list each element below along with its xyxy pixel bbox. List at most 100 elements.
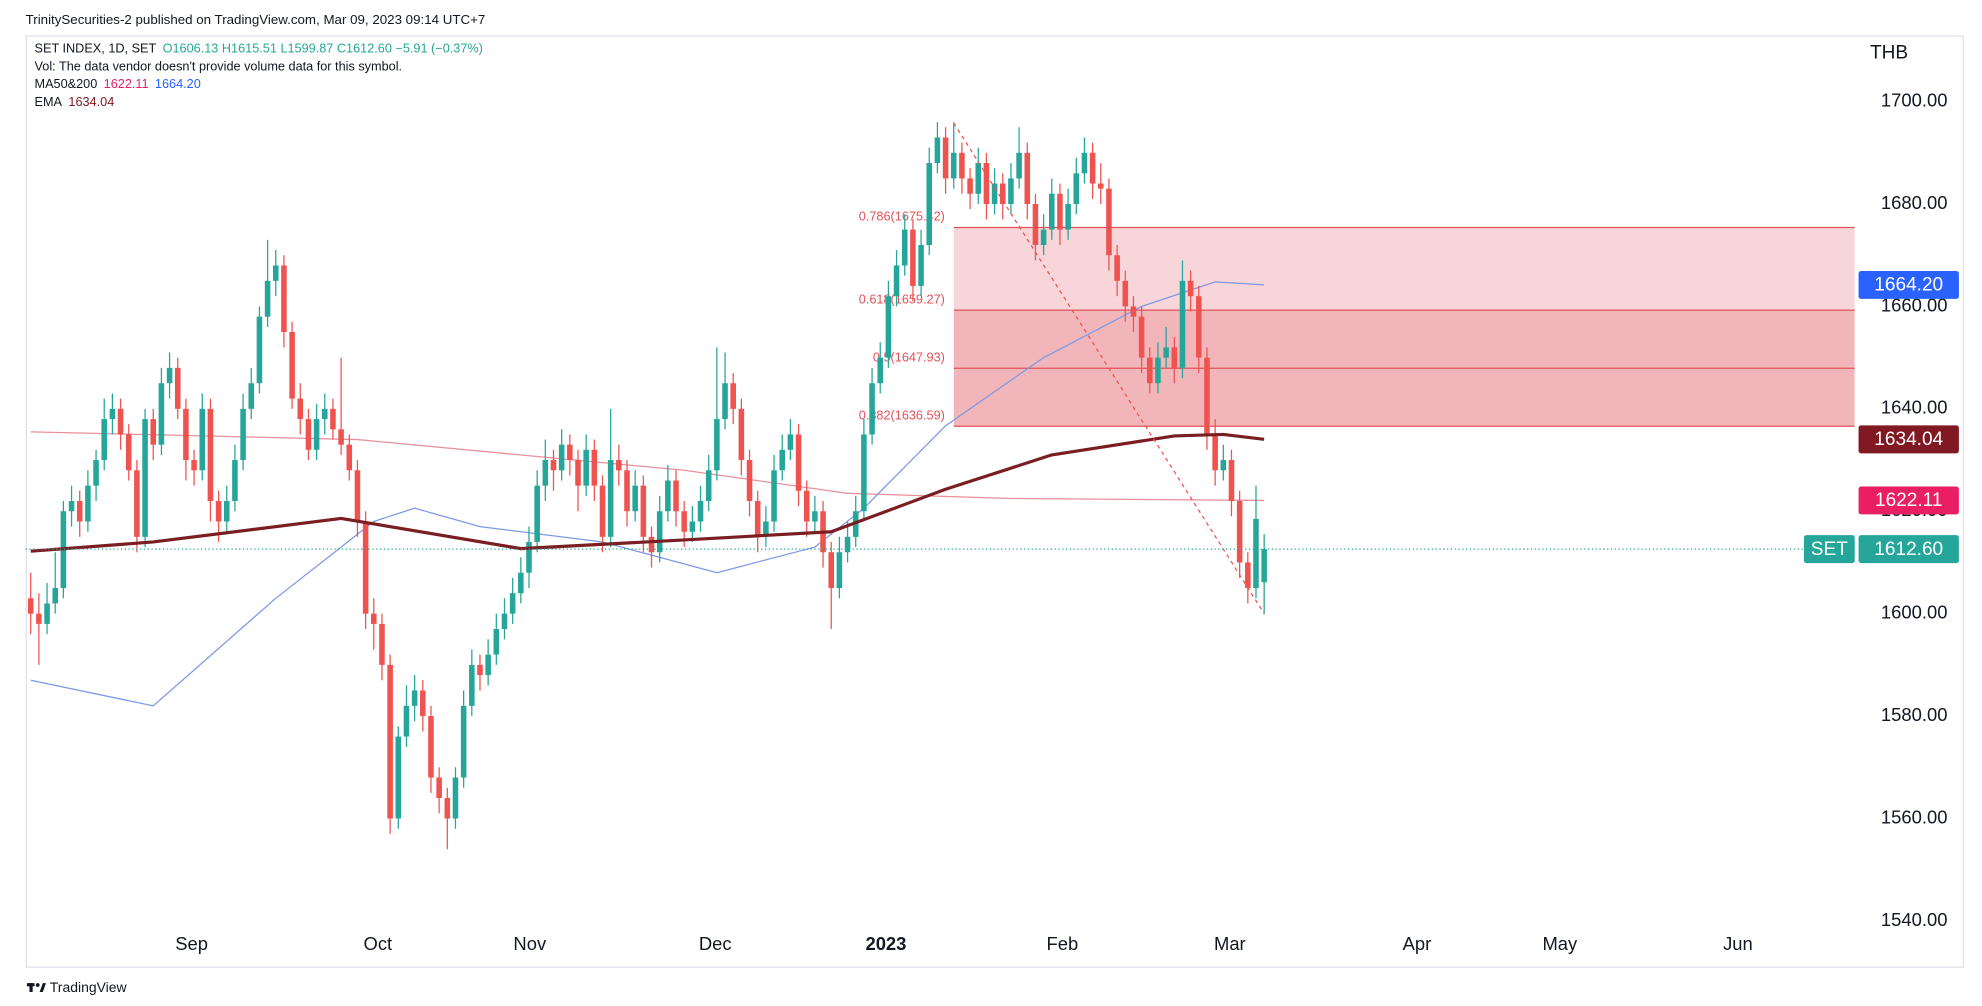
candle-body	[1130, 306, 1137, 317]
candle-body	[469, 664, 475, 706]
y-tick-label: 1700.00	[1881, 89, 1948, 110]
legend-symbol-name: SET INDEX, 1D, SET	[35, 42, 157, 56]
candle-body	[158, 383, 165, 445]
candle-body	[942, 137, 949, 179]
candle-body	[215, 501, 222, 522]
candle-body	[1106, 188, 1112, 256]
candle-body	[174, 367, 181, 409]
y-tick-label: 1640.00	[1881, 397, 1948, 418]
symbol-tag-label: SET	[1811, 539, 1848, 560]
attribution: TrinitySecurities-2 published on Trading…	[26, 12, 486, 27]
candle-body	[714, 419, 720, 471]
candle-body	[371, 613, 377, 624]
candle-body	[1098, 183, 1104, 189]
candle-body	[575, 460, 581, 486]
fib-label: 0.786(1675.42)	[859, 210, 945, 224]
candle-body	[1138, 316, 1145, 358]
candle-body	[1032, 204, 1039, 245]
price-tag-label: 1634.04	[1874, 429, 1943, 450]
candle-body	[289, 332, 295, 399]
candle-body	[346, 444, 353, 471]
candle-body	[869, 383, 875, 435]
candle-body	[1163, 347, 1169, 358]
candle-body	[166, 367, 173, 384]
legend-ma50-value: 1664.20	[155, 77, 201, 91]
fib-band	[953, 310, 1855, 369]
candle-body	[1073, 173, 1080, 205]
candle-body	[125, 434, 132, 471]
candle-body	[1204, 357, 1210, 435]
x-tick-label: Oct	[364, 933, 393, 954]
candle-body	[1236, 501, 1243, 563]
candle-body	[705, 470, 712, 502]
candle-body	[1147, 357, 1153, 384]
x-tick-label: Nov	[513, 933, 547, 954]
x-tick-label: Jun	[1723, 933, 1753, 954]
candle-body	[689, 521, 696, 532]
candle-body	[885, 296, 892, 358]
moving-average	[30, 281, 1265, 707]
fib-label: 0.382(1636.59)	[859, 408, 945, 422]
candle-body	[771, 470, 777, 522]
candle-body	[893, 265, 900, 297]
candle-body	[313, 419, 320, 450]
candle-body	[509, 593, 516, 614]
candle-body	[44, 603, 50, 624]
legend-ema-name: EMA	[35, 95, 63, 109]
candle-body	[207, 408, 214, 502]
candle-body	[150, 419, 157, 445]
footer-brand: TradingView	[50, 979, 128, 995]
candle-body	[722, 383, 728, 420]
candle-body	[411, 690, 418, 706]
candle-body	[991, 183, 998, 205]
x-tick-label: Feb	[1047, 933, 1079, 954]
candle-body	[526, 541, 532, 573]
candle-body	[199, 408, 206, 471]
x-tick-label: Mar	[1214, 933, 1246, 954]
candle-body	[983, 163, 990, 205]
x-tick-label: Apr	[1403, 933, 1432, 954]
candle-body	[828, 552, 835, 589]
candle-body	[403, 705, 410, 737]
ema-line	[30, 432, 1265, 553]
candle-body	[877, 357, 884, 384]
brand-logo	[26, 983, 46, 993]
candle-body	[518, 572, 524, 594]
ma-layer	[30, 281, 1265, 707]
candle-body	[101, 419, 108, 461]
candle-body	[142, 419, 148, 537]
candle-body	[223, 501, 230, 522]
candle-body	[1220, 460, 1227, 471]
candle-body	[844, 536, 851, 553]
y-tick-label: 1680.00	[1881, 192, 1948, 213]
legend-ma200-value: 1622.11	[104, 77, 149, 91]
candle-body	[36, 613, 42, 624]
candle-body	[697, 501, 704, 522]
candle-body	[134, 470, 140, 537]
candle-body	[477, 664, 483, 676]
candle-body	[542, 460, 549, 486]
candle-body	[632, 485, 638, 512]
candle-body	[281, 265, 287, 333]
fib-layer: 0.786(1675.42) 0.618(1659.27) 0.5(1647.93)…	[859, 210, 1855, 427]
candle-body	[183, 408, 189, 461]
candle-body	[836, 552, 843, 589]
candle-body	[1048, 193, 1055, 230]
candle-body	[681, 511, 687, 532]
candle-body	[656, 511, 663, 553]
candle-body	[338, 429, 344, 445]
candle-body	[1122, 280, 1129, 307]
y-tick-label: 1560.00	[1881, 806, 1948, 827]
candle-body	[607, 460, 614, 537]
fib-label: 0.618(1659.27)	[859, 292, 945, 306]
frame	[25, 35, 1964, 968]
candle-body	[901, 229, 908, 266]
candle-body	[109, 408, 116, 420]
overlay-layer	[25, 122, 1855, 614]
price-tag	[1858, 425, 1959, 454]
price-tag-label: 1664.20	[1874, 275, 1943, 296]
candle-body	[550, 460, 557, 471]
candle-body	[52, 588, 58, 604]
candle-body	[616, 460, 622, 471]
